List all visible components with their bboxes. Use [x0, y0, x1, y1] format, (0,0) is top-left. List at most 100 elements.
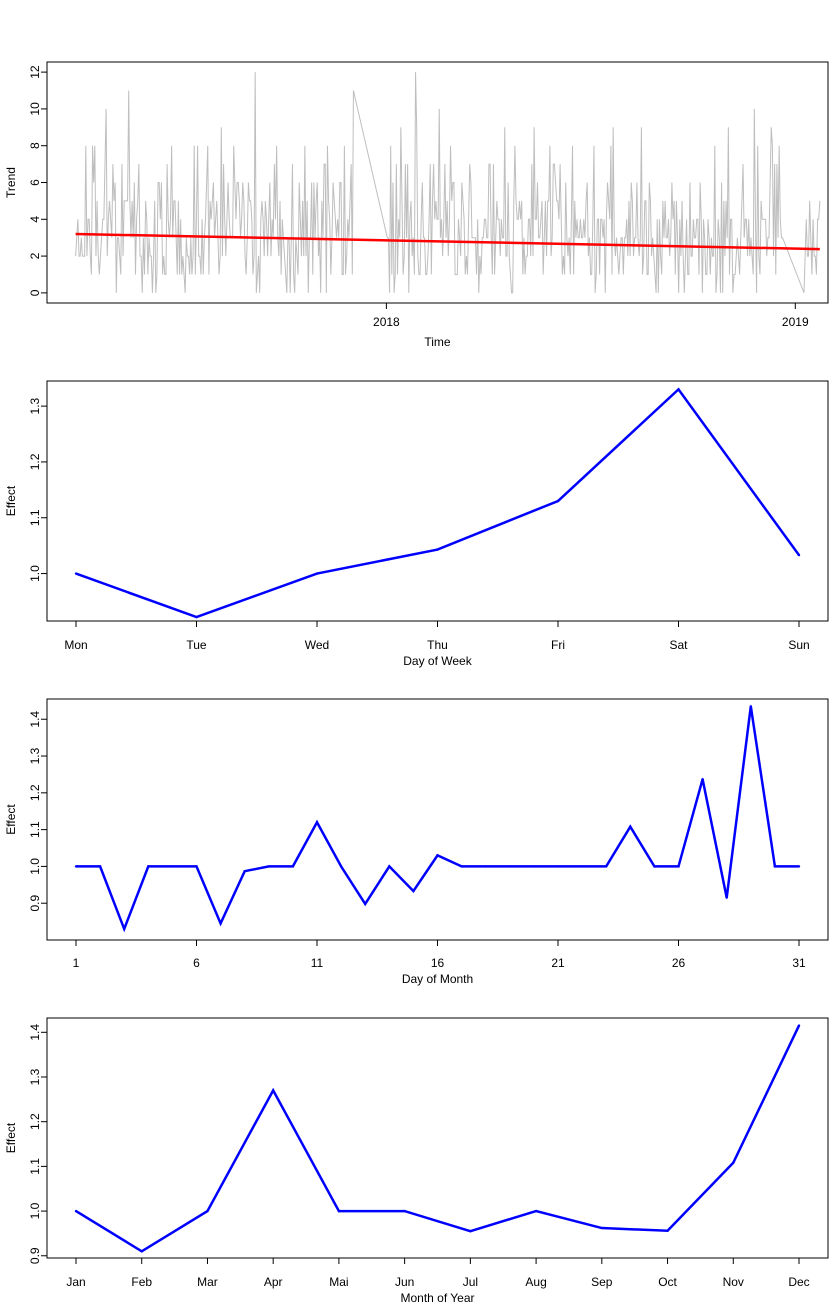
x-tick-label: Sun: [788, 638, 809, 652]
effect-point: [315, 572, 319, 575]
x-tick-label: 2018: [373, 315, 400, 329]
x-axis-title: Day of Month: [402, 972, 473, 986]
effect-point: [677, 388, 680, 391]
x-tick-label: Jan: [66, 1275, 85, 1289]
y-tick-label: 1.1: [28, 821, 42, 838]
effect-point: [797, 1024, 801, 1027]
effect-point: [171, 865, 174, 868]
effect-point: [267, 865, 270, 868]
effect-point: [206, 1209, 209, 1213]
effect-point: [195, 865, 198, 868]
effect-point: [508, 865, 511, 868]
effect-point: [74, 572, 78, 575]
y-tick-label: 2: [28, 252, 42, 259]
x-tick-label: 11: [311, 956, 324, 970]
effect-point: [749, 705, 752, 708]
day_of_week-panel: 1.0 1.1 1.2 1.3 Mon Tue Wed Thu Fri Sat Sun Day of …: [4, 380, 829, 668]
effect-point: [243, 869, 246, 873]
effect-point: [74, 1209, 78, 1213]
effect-point: [797, 553, 801, 557]
x-tick-label: Mon: [64, 638, 87, 652]
x-tick-label: 1: [73, 956, 80, 970]
effect-point: [337, 1209, 341, 1213]
trend-panel: 0 2 4 6 8 10 12 2018 2019 Time Trend: [4, 61, 829, 349]
effect-point: [195, 615, 198, 619]
y-tick-label: 1.4: [28, 711, 42, 728]
x-tick-label: Fri: [551, 638, 565, 652]
x-tick-label: Tue: [186, 638, 207, 652]
x-tick-label: 16: [431, 956, 445, 970]
x-tick-label: Mar: [197, 1275, 218, 1289]
y-tick-label: 8: [28, 142, 42, 149]
y-tick-label: 0.9: [28, 1247, 42, 1264]
effect-point: [436, 548, 439, 551]
y-tick-label: 1.0: [28, 1202, 42, 1219]
day_of_week-effect-line: [75, 387, 801, 619]
y-tick-label: 6: [28, 179, 42, 186]
y-tick-label: 1.3: [28, 747, 42, 764]
effect-point: [725, 896, 728, 899]
x-tick-label: Nov: [723, 1275, 744, 1289]
x-tick-label: Sat: [669, 638, 688, 652]
y-tick-label: 0.9: [28, 895, 42, 912]
y-tick-label: 10: [28, 102, 42, 116]
effect-point: [98, 865, 102, 868]
effect-point: [460, 865, 463, 868]
effect-point: [701, 778, 704, 781]
effect-point: [797, 865, 801, 868]
effect-point: [140, 1250, 143, 1253]
effect-point: [339, 865, 343, 868]
x-tick-label: Aug: [525, 1275, 546, 1289]
effect-point: [732, 1161, 735, 1165]
effect-point: [773, 865, 777, 868]
x-tick-label: 21: [551, 956, 565, 970]
y-axis-title: Trend: [4, 167, 18, 198]
x-tick-label: 2019: [782, 315, 809, 329]
effect-point: [600, 1226, 604, 1230]
x-tick-label: Oct: [658, 1275, 677, 1289]
x-axis-title: Day of Week: [403, 654, 472, 668]
effect-point: [147, 865, 150, 868]
effect-point: [484, 865, 487, 868]
month_of_year-effect-line: [75, 1025, 801, 1253]
x-tick-label: Apr: [264, 1275, 283, 1289]
trend-line: [75, 232, 820, 251]
effect-point: [219, 922, 222, 925]
y-tick-label: 1.4: [28, 1024, 42, 1041]
effect-point: [653, 865, 656, 868]
x-tick-label: 6: [193, 956, 200, 970]
month_of_year-panel: 0.9 1.0 1.1 1.2 1.3 1.4 Jan Feb Mar Apr Mai Jun Jul A…: [4, 1017, 829, 1305]
x-tick-label: 26: [672, 956, 686, 970]
x-tick-label: Dec: [788, 1275, 809, 1289]
effect-point: [74, 865, 78, 868]
y-axis-title: Effect: [4, 485, 18, 516]
y-tick-label: 1.2: [28, 784, 42, 801]
y-tick-label: 0: [28, 289, 42, 296]
y-tick-label: 1.3: [28, 1068, 42, 1085]
y-axis-title: Effect: [4, 804, 18, 835]
x-axis-title: Time: [424, 335, 451, 349]
effect-point: [271, 1089, 275, 1092]
x-tick-label: Feb: [131, 1275, 152, 1289]
y-tick-label: 1.1: [28, 1158, 42, 1175]
x-axis-title: Month of Year: [400, 1291, 474, 1305]
x-tick-label: Jun: [395, 1275, 414, 1289]
effect-point: [580, 865, 584, 868]
day_of_month-effect-line: [76, 706, 799, 933]
effect-point: [315, 821, 319, 824]
effect-point: [677, 865, 680, 868]
effect-point: [436, 854, 439, 857]
x-tick-label: 31: [792, 956, 806, 970]
effect-point: [556, 865, 560, 868]
y-tick-label: 1.2: [28, 453, 42, 470]
effect-point: [291, 865, 295, 868]
effect-point: [388, 865, 391, 868]
effect-point: [469, 1229, 472, 1233]
y-tick-label: 1.0: [28, 858, 42, 875]
raw-series-line: [75, 72, 821, 294]
y-tick-label: 4: [28, 216, 42, 223]
y-tick-label: 1.3: [28, 397, 42, 414]
y-axis-title: Effect: [4, 1122, 18, 1153]
x-tick-label: Wed: [305, 638, 329, 652]
